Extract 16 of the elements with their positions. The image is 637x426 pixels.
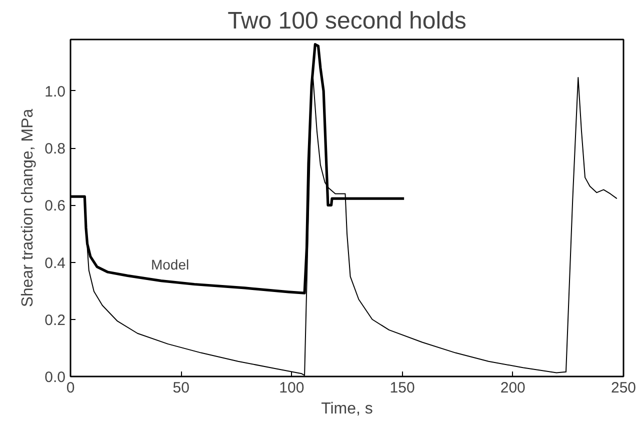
x-tick-label: 150	[390, 380, 415, 396]
chart-title: Two 100 second holds	[228, 8, 466, 34]
y-axis-title: Shear traction change, MPa	[20, 108, 37, 308]
y-tick-label: 1.0	[44, 83, 66, 100]
annotation: Model	[150, 256, 190, 272]
x-tick-label: 0	[66, 380, 75, 396]
x-axis-title: Time, s	[321, 400, 373, 418]
x-tick-label: 100	[279, 380, 304, 396]
y-tick-label: 0.6	[44, 198, 66, 215]
x-tick-label: 200	[500, 380, 526, 396]
x-tick-label: 50	[172, 380, 190, 396]
y-tick-label: 0.8	[44, 140, 66, 158]
y-tick-label: 0.0	[44, 369, 66, 386]
y-tick-label: 0.2	[44, 312, 66, 329]
x-tick-label: 250	[610, 380, 636, 396]
y-tick-label: 0.4	[44, 254, 66, 272]
